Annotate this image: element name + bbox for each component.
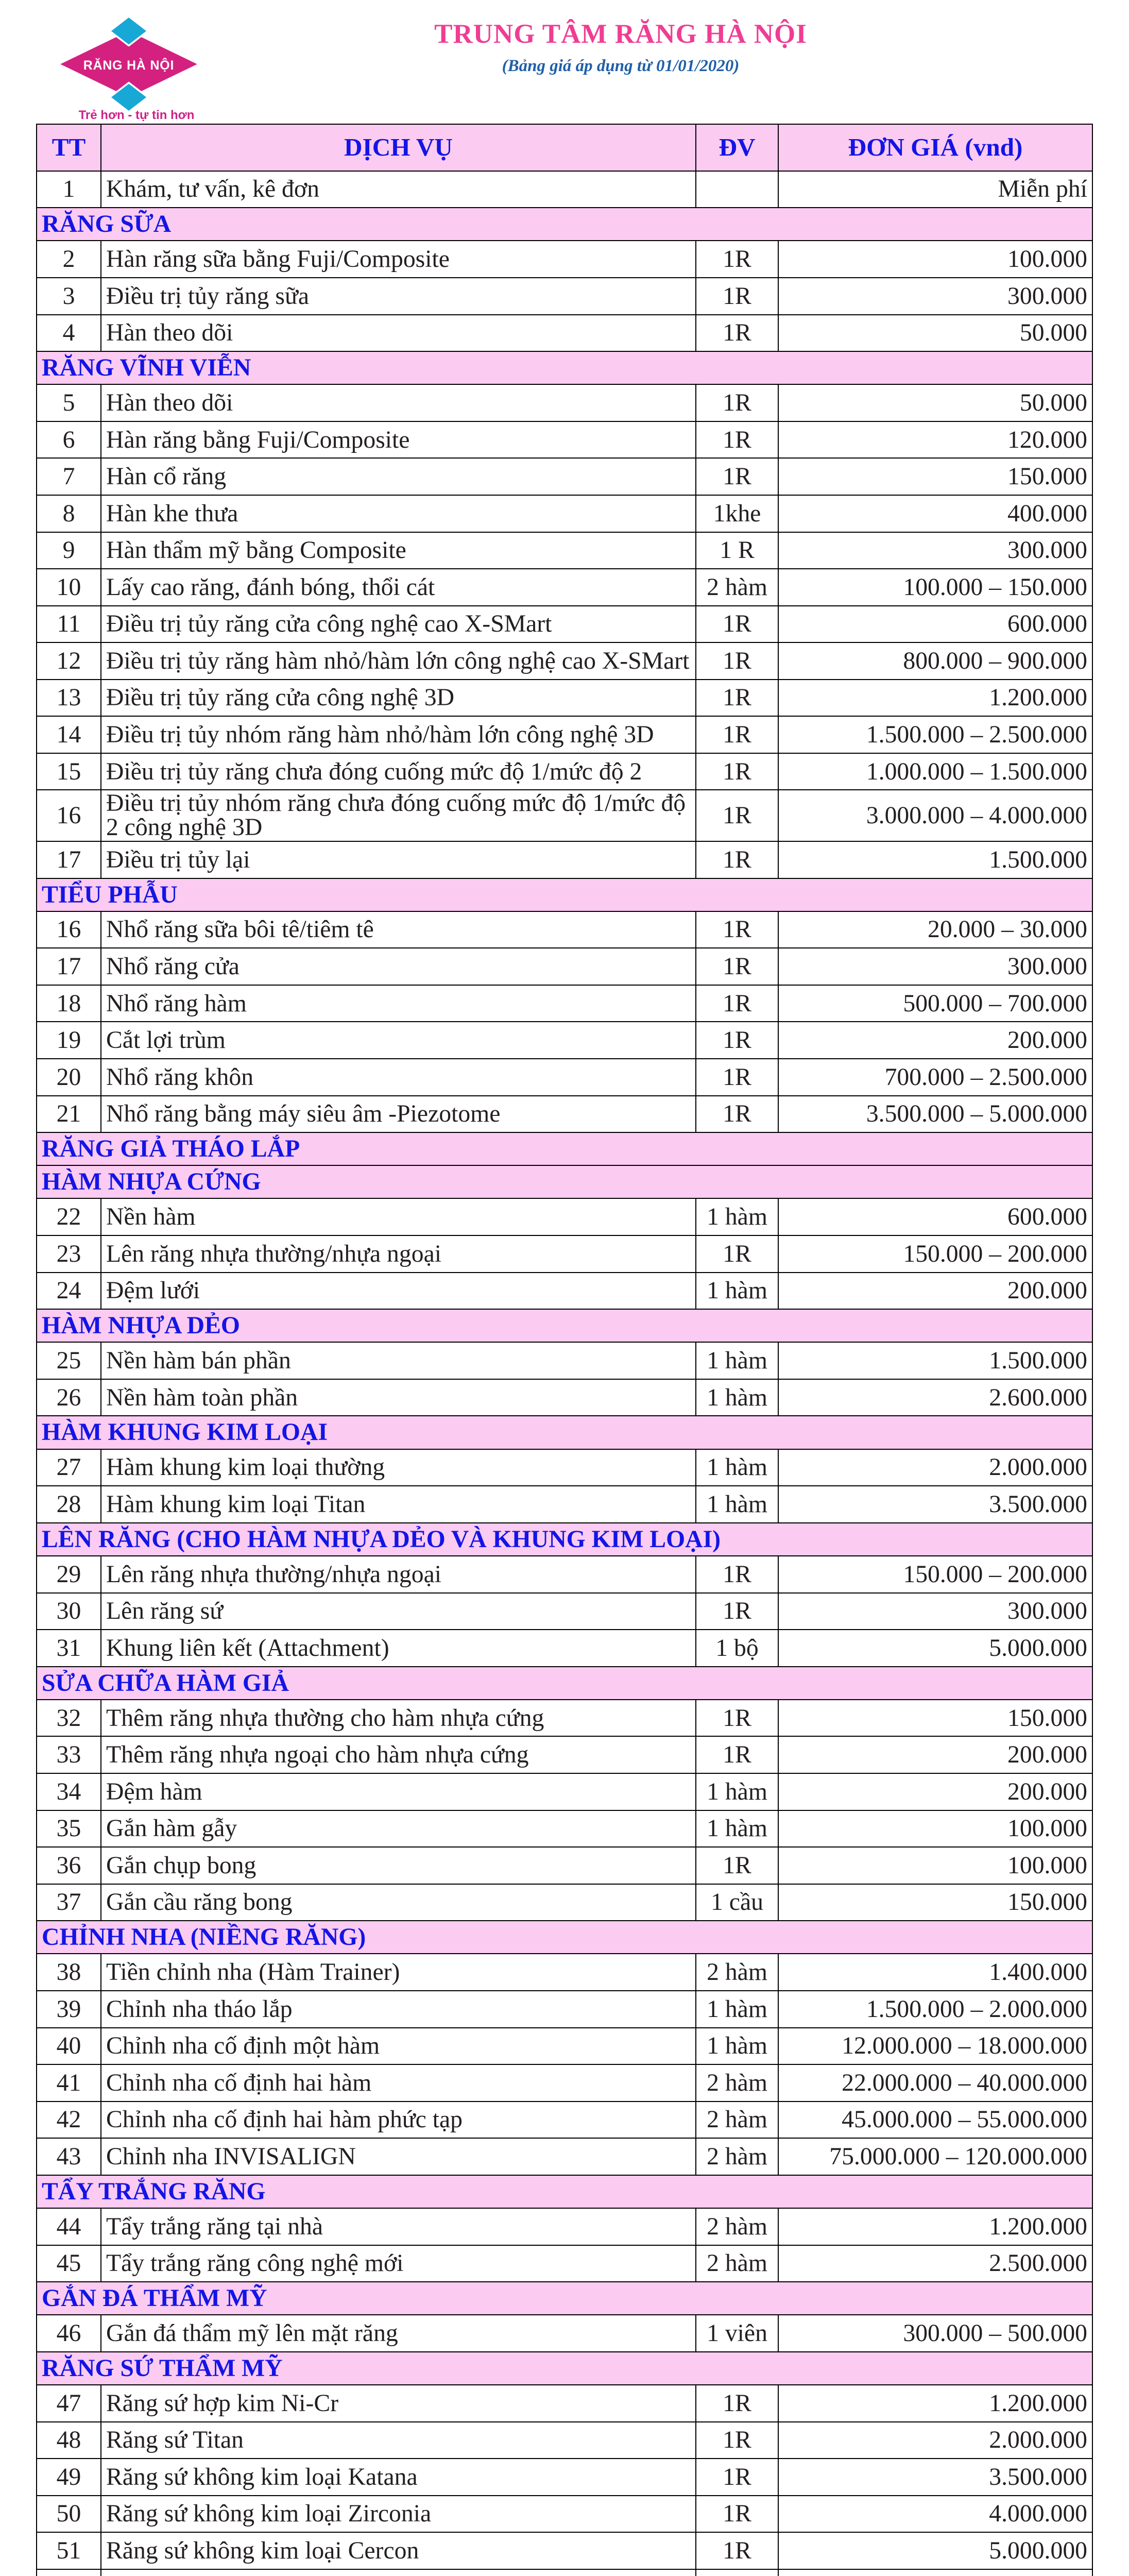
svg-text:RĂNG HÀ NỘI: RĂNG HÀ NỘI [83,57,174,73]
